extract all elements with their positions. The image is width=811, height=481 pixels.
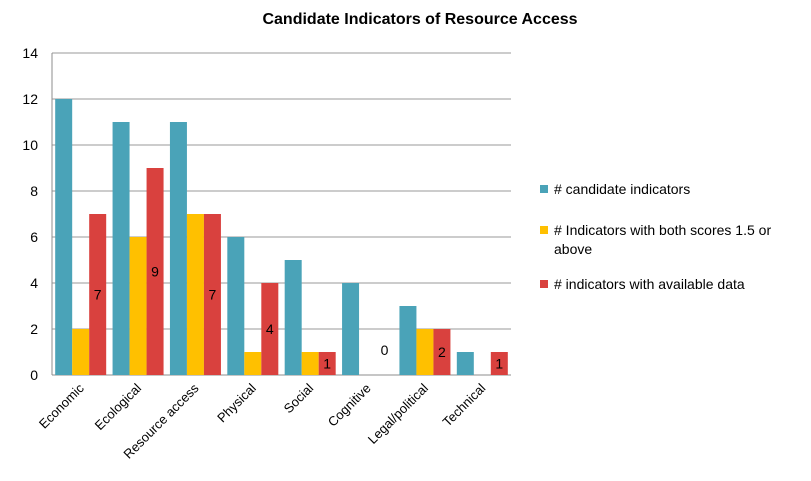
bar: [399, 306, 417, 375]
x-tick-label: Legal/political: [365, 380, 431, 446]
bar: [416, 329, 434, 375]
bar: [112, 122, 130, 375]
bar: [261, 283, 279, 375]
bar: [318, 352, 336, 375]
bar: [169, 122, 187, 375]
bar: [433, 329, 451, 375]
x-tick-label: Technical: [439, 380, 488, 429]
y-axis-ticks: 0 2 4 6 8 10 12 14: [22, 45, 38, 383]
x-tick-label: Ecological: [92, 380, 145, 433]
legend-label: # indicators with available data: [554, 276, 745, 292]
bar: [490, 352, 508, 375]
bar: [342, 283, 360, 375]
legend-item-available-data: # indicators with available data: [540, 275, 805, 294]
bar: [456, 352, 474, 375]
bar: [203, 214, 221, 375]
data-label: 1: [323, 356, 331, 372]
data-label: 7: [209, 287, 217, 303]
data-label: 2: [438, 344, 446, 360]
bars: [55, 99, 508, 375]
data-label: 4: [266, 321, 274, 337]
y-tick-label: 2: [30, 321, 38, 337]
y-tick-label: 10: [22, 137, 38, 153]
chart-title: Candidate Indicators of Resource Access: [262, 11, 577, 28]
x-tick-label: Physical: [214, 380, 259, 425]
legend-swatch: [540, 185, 548, 193]
x-tick-label: Cognitive: [325, 381, 374, 430]
data-label: 7: [94, 287, 102, 303]
bar: [186, 214, 204, 375]
legend-item-both-scores: # Indicators with both scores 1.5 or abo…: [540, 221, 805, 259]
data-label: 1: [495, 356, 503, 372]
bar: [284, 260, 302, 375]
bar: [72, 329, 90, 375]
legend-swatch: [540, 226, 548, 234]
legend-label: # candidate indicators: [554, 181, 691, 197]
gridlines: [51, 52, 511, 376]
y-tick-label: 14: [22, 45, 38, 61]
y-tick-label: 12: [22, 91, 38, 107]
data-label: 0: [381, 342, 389, 358]
data-label: 9: [151, 264, 159, 280]
data-labels: 7 9 7 4 1 0 2 1: [94, 264, 504, 372]
bar: [129, 237, 147, 375]
bar: [55, 99, 73, 375]
x-tick-label: Social: [281, 380, 317, 416]
y-tick-label: 4: [30, 275, 38, 291]
bar: [227, 237, 245, 375]
y-tick-label: 8: [30, 183, 38, 199]
bar: [244, 352, 262, 375]
x-tick-label: Economic: [36, 380, 87, 431]
legend-swatch: [540, 280, 548, 288]
legend-label: # Indicators with both scores 1.5 or abo…: [554, 222, 772, 257]
legend: # candidate indicators # Indicators with…: [540, 180, 805, 316]
bar: [146, 168, 164, 375]
legend-item-candidate: # candidate indicators: [540, 180, 805, 199]
y-tick-label: 0: [30, 367, 38, 383]
bar: [89, 214, 107, 375]
y-tick-label: 6: [30, 229, 38, 245]
bar: [301, 352, 319, 375]
